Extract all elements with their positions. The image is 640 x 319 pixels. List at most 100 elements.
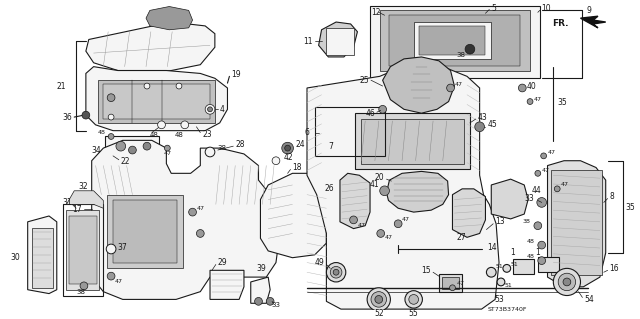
Circle shape [394,220,402,228]
Text: 47: 47 [561,182,569,188]
Bar [315,108,385,156]
Circle shape [266,298,274,305]
Text: 47: 47 [115,279,123,285]
Circle shape [541,153,547,159]
Text: 25: 25 [360,76,369,85]
Text: 39: 39 [257,264,266,273]
Text: 47: 47 [196,206,204,211]
Polygon shape [210,270,244,300]
Circle shape [285,145,291,151]
Polygon shape [452,189,486,237]
Bar [389,15,520,66]
Text: 10: 10 [541,4,551,13]
Text: 24: 24 [295,140,305,149]
Polygon shape [307,67,499,309]
Circle shape [527,99,533,104]
Text: 47: 47 [534,97,542,102]
Text: 45: 45 [488,120,497,129]
Bar [108,195,183,268]
Circle shape [164,145,170,151]
Circle shape [108,94,115,101]
Text: 47: 47 [385,235,392,240]
Text: 38: 38 [76,289,85,295]
Text: 38: 38 [218,145,227,151]
Text: 52: 52 [374,309,383,318]
Text: 47: 47 [547,151,556,155]
Text: 47: 47 [357,223,365,228]
Circle shape [497,278,505,286]
Polygon shape [580,16,605,28]
Polygon shape [383,57,454,113]
Circle shape [82,111,90,119]
Polygon shape [547,161,605,287]
Circle shape [405,291,422,308]
Polygon shape [260,173,326,258]
Circle shape [375,295,383,303]
Bar [362,119,464,164]
Circle shape [205,104,215,114]
Circle shape [475,122,484,132]
Text: 5: 5 [492,4,496,13]
Circle shape [538,257,545,264]
Circle shape [563,278,571,286]
Text: 42: 42 [284,153,293,162]
Bar [326,28,353,55]
Circle shape [207,107,212,112]
Bar [99,80,215,123]
Circle shape [377,230,385,237]
Text: 15: 15 [422,266,431,275]
Bar [442,277,460,289]
Polygon shape [67,191,103,208]
Circle shape [106,244,116,254]
Circle shape [333,269,339,275]
Circle shape [447,84,454,92]
Polygon shape [86,22,215,70]
Text: 29: 29 [218,258,227,267]
Circle shape [538,241,545,249]
Circle shape [537,197,547,207]
Text: 51: 51 [505,283,513,288]
Circle shape [143,142,151,150]
Text: 49: 49 [315,258,324,267]
Bar [63,204,103,295]
Circle shape [503,264,511,272]
Circle shape [371,292,387,307]
Bar [439,274,462,292]
Text: 18: 18 [292,163,302,172]
Text: 17: 17 [72,205,82,214]
Bar [355,113,470,169]
Bar [370,5,540,78]
Circle shape [558,273,575,291]
Text: 41: 41 [369,181,379,189]
Bar [380,11,530,70]
Bar [113,200,177,263]
Text: FR.: FR. [552,19,569,28]
Text: 34: 34 [92,145,101,154]
Text: 33: 33 [524,194,534,203]
Text: 16: 16 [609,264,620,273]
Circle shape [129,146,136,154]
Text: 44: 44 [532,186,541,195]
Text: 22: 22 [121,157,131,166]
Circle shape [379,106,387,113]
Text: 43: 43 [477,113,488,122]
Circle shape [449,285,456,291]
Text: 12: 12 [371,8,381,17]
Bar [413,22,492,59]
Polygon shape [86,67,227,131]
Circle shape [465,44,475,54]
Text: 13: 13 [495,217,505,226]
Bar [105,137,159,164]
Text: 11: 11 [303,37,313,46]
Text: 47: 47 [163,152,172,156]
Circle shape [272,157,280,165]
Circle shape [518,84,526,92]
Text: 9: 9 [586,6,591,15]
Text: 38: 38 [456,52,465,58]
Polygon shape [387,171,449,212]
Circle shape [108,134,114,139]
Circle shape [554,186,560,192]
Polygon shape [319,22,357,57]
Text: 26: 26 [324,184,334,193]
Text: 47: 47 [456,281,465,286]
